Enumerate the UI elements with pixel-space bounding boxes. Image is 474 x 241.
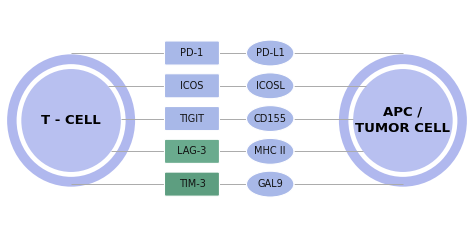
Text: TIM-3: TIM-3 — [179, 179, 205, 189]
FancyBboxPatch shape — [164, 172, 219, 196]
Text: T - CELL: T - CELL — [41, 114, 101, 127]
Ellipse shape — [17, 64, 126, 177]
Ellipse shape — [353, 69, 453, 172]
Text: CD155: CD155 — [254, 114, 287, 124]
Ellipse shape — [348, 64, 457, 177]
Text: APC /
TUMOR CELL: APC / TUMOR CELL — [356, 106, 450, 135]
Ellipse shape — [246, 73, 294, 99]
Ellipse shape — [339, 54, 467, 187]
FancyBboxPatch shape — [164, 139, 219, 163]
Text: TIGIT: TIGIT — [180, 114, 204, 124]
FancyBboxPatch shape — [164, 41, 219, 65]
Ellipse shape — [246, 106, 294, 132]
Text: GAL9: GAL9 — [257, 179, 283, 189]
Text: LAG-3: LAG-3 — [177, 146, 207, 156]
Ellipse shape — [21, 69, 121, 172]
Ellipse shape — [246, 40, 294, 66]
Text: ICOSL: ICOSL — [256, 81, 284, 91]
FancyBboxPatch shape — [164, 107, 219, 131]
Text: PD-1: PD-1 — [180, 48, 204, 58]
FancyBboxPatch shape — [164, 74, 219, 98]
Ellipse shape — [246, 138, 294, 164]
Text: ICOS: ICOS — [180, 81, 204, 91]
Ellipse shape — [7, 54, 135, 187]
Text: MHC II: MHC II — [255, 146, 286, 156]
Text: PD-L1: PD-L1 — [256, 48, 284, 58]
Ellipse shape — [246, 171, 294, 197]
